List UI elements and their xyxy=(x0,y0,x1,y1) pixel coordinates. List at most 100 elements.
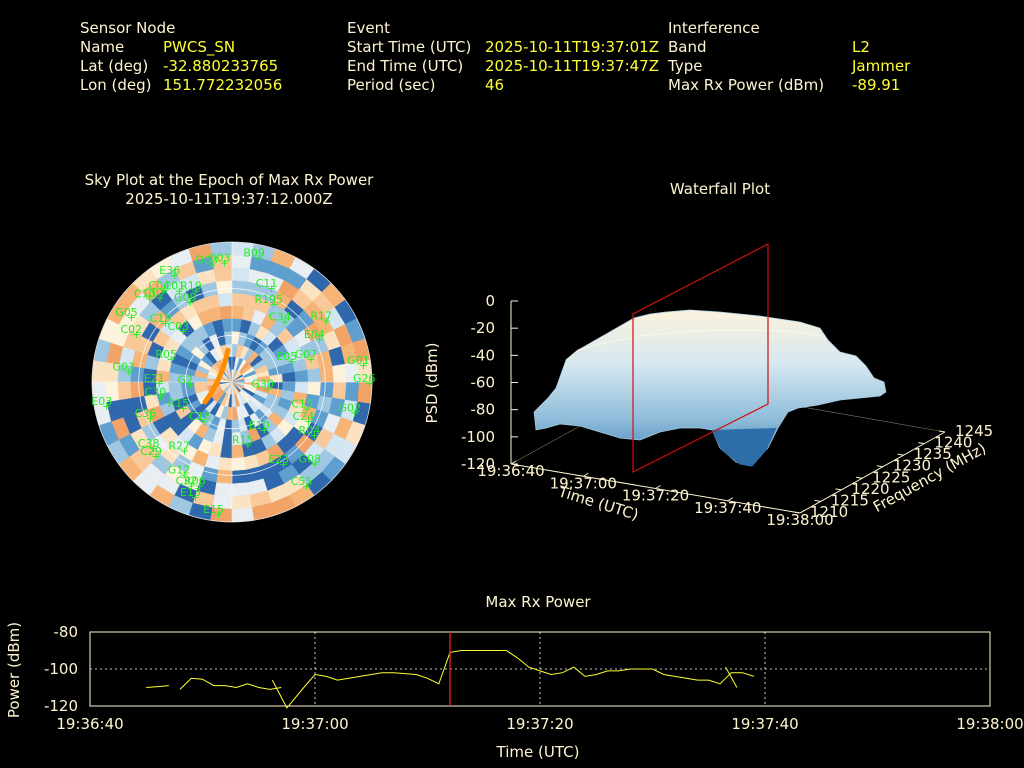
satellite-label: C03 xyxy=(167,320,189,333)
satellite-label: E04 xyxy=(304,328,325,341)
skyplot-cell xyxy=(307,381,322,397)
waterfall-y-tick-label: 1220 xyxy=(851,480,889,498)
satellite-label: R19 xyxy=(180,280,202,293)
skyplot-cell xyxy=(357,359,372,383)
power-title: Max Rx Power xyxy=(485,593,591,611)
event-period-value: 46 xyxy=(485,76,505,94)
waterfall-title: Waterfall Plot xyxy=(670,180,770,198)
satellite-label: C55 xyxy=(291,475,313,488)
satellite-label: G07 xyxy=(295,348,318,361)
waterfall-z-label: PSD (dBm) xyxy=(423,342,441,423)
satellite-label: C29 xyxy=(140,445,162,458)
satellite-marker: + xyxy=(149,442,158,455)
satellite-marker: + xyxy=(170,269,179,282)
waterfall-z-tick-label: 0 xyxy=(485,292,495,310)
satellite-label: G05 xyxy=(115,306,138,319)
satellite-marker: + xyxy=(302,480,311,493)
satellite-label: C19 xyxy=(150,312,172,325)
waterfall-y-tick-label: 1235 xyxy=(914,445,952,463)
skyplot-cell xyxy=(217,292,233,307)
satellite-marker: + xyxy=(155,291,164,304)
skyplot-cell xyxy=(231,267,251,282)
sensor-lat-value: -32.880233765 xyxy=(163,57,279,75)
satellite-marker: + xyxy=(175,285,184,298)
satellite-label: D03 xyxy=(196,253,218,266)
skyplot-cell xyxy=(319,381,335,399)
power-y-tick-label: -80 xyxy=(54,623,79,641)
satellite-marker: + xyxy=(191,491,200,504)
interference-type-value: Jammer xyxy=(852,57,911,75)
power-y-label: Power (dBm) xyxy=(5,622,23,718)
power-grid xyxy=(90,632,990,706)
waterfall-y-tick xyxy=(938,430,946,433)
satellite-marker: + xyxy=(179,402,188,415)
satellite-label: C30 xyxy=(145,386,167,399)
waterfall-y-tick-label: 1230 xyxy=(893,457,931,475)
satellite-marker: + xyxy=(280,316,289,329)
satellite-label: C02 xyxy=(120,323,142,336)
satellite-marker: + xyxy=(179,325,188,338)
skyplot-cell xyxy=(92,359,107,383)
satellite-label: C16 xyxy=(189,410,211,423)
satellite-marker: + xyxy=(124,366,133,379)
satellite-marker: + xyxy=(310,429,319,442)
satellite-label: R05 xyxy=(155,348,177,361)
satellite-marker: + xyxy=(260,424,269,437)
skyplot-cell xyxy=(231,482,251,497)
waterfall-z-tick-label: -40 xyxy=(471,346,496,364)
sensor-lat-label: Lat (deg) xyxy=(80,57,149,75)
power-series-line xyxy=(146,685,169,688)
satellite-marker: + xyxy=(132,328,141,341)
satellite-label: G01 xyxy=(347,354,370,367)
satellite-label: R06 xyxy=(184,474,206,487)
skyplot-cell xyxy=(219,305,233,320)
satellite-label: E15 xyxy=(203,503,224,516)
skyplot-cell xyxy=(215,469,233,485)
satellite-label: E05 xyxy=(276,350,297,363)
event-end-value: 2025-10-11T19:37:47Z xyxy=(485,57,659,75)
power-y-ticks: -80 -100 -120 xyxy=(44,623,78,715)
power-series-line xyxy=(179,677,282,690)
interference-type-label: Type xyxy=(668,57,703,75)
waterfall-y-tick-label: 1215 xyxy=(831,491,869,509)
waterfall-x-tick xyxy=(727,497,734,502)
satellite-marker: + xyxy=(151,450,160,463)
satellite-marker: + xyxy=(195,479,204,492)
power-series xyxy=(146,650,754,709)
waterfall-x-tick-label: 19:37:20 xyxy=(622,487,689,505)
satellite-marker: + xyxy=(180,469,189,482)
satellite-marker: + xyxy=(350,406,359,419)
satellite-marker: + xyxy=(315,333,324,346)
skyplot-cell xyxy=(231,494,253,510)
satellite-label: E23 xyxy=(268,453,289,466)
waterfall-y-tick-label: 1225 xyxy=(872,468,910,486)
satellite-marker: + xyxy=(156,391,165,404)
satellite-label: G08 xyxy=(299,453,322,466)
satellite-label: G26 xyxy=(353,372,376,385)
satellite-marker: + xyxy=(146,412,155,425)
satellite-marker: + xyxy=(191,285,200,298)
power-y-tick-label: -120 xyxy=(44,697,78,715)
interference-power-value: -89.91 xyxy=(852,76,901,94)
satellite-marker: + xyxy=(186,296,195,309)
satellite-marker: + xyxy=(207,258,216,271)
skyplot-cell xyxy=(307,367,322,383)
interference-band-label: Band xyxy=(668,38,707,56)
satellite-label: R17 xyxy=(310,310,332,323)
satellite-label: E36 xyxy=(159,264,180,277)
power-x-tick-label: 19:37:20 xyxy=(506,715,573,733)
waterfall-x-tick-label: 19:36:40 xyxy=(477,462,544,480)
satellite-label: G30 xyxy=(251,377,274,390)
power-x-label: Time (UTC) xyxy=(496,743,580,761)
waterfall-surface xyxy=(533,309,887,467)
waterfall-z-tick-label: -60 xyxy=(471,374,496,392)
satellite-marker: + xyxy=(145,293,154,306)
waterfall-y-tick xyxy=(876,465,883,468)
interference-heading: Interference xyxy=(668,19,760,37)
waterfall-x-tick-label: 19:37:00 xyxy=(550,474,617,492)
satellite-marker: + xyxy=(161,317,170,330)
satellite-label: C24 xyxy=(293,410,315,423)
skyplot-interference-track xyxy=(202,347,231,405)
